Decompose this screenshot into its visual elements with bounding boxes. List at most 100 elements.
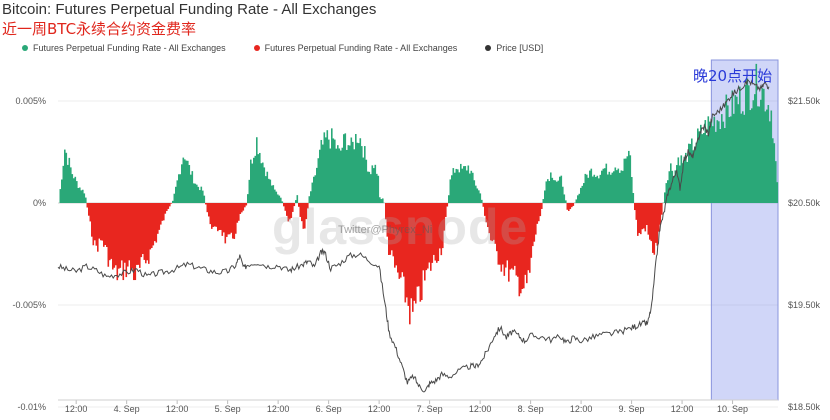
funding-bar-negative	[229, 203, 231, 235]
funding-bar-positive	[542, 199, 545, 203]
funding-bar-negative	[446, 203, 449, 207]
funding-bar-positive	[565, 200, 567, 203]
funding-bar-positive	[755, 63, 758, 203]
funding-bar-negative	[388, 203, 390, 255]
funding-bar-negative	[214, 203, 216, 227]
funding-bar-negative	[236, 203, 239, 223]
funding-bar-positive	[382, 198, 384, 203]
funding-bar-positive	[199, 190, 201, 203]
x-tick-label: 4. Sep	[114, 404, 140, 414]
funding-bar-negative	[107, 203, 110, 267]
funding-bar-positive	[176, 180, 179, 203]
funding-bar-positive	[331, 128, 333, 203]
funding-bar-negative	[659, 203, 662, 225]
funding-bar-positive	[362, 157, 365, 203]
funding-bar-negative	[505, 203, 507, 268]
funding-bar-negative	[493, 203, 495, 240]
y-left-tick-label: -0.01%	[17, 402, 46, 412]
funding-bar-negative	[112, 203, 114, 270]
funding-bar-positive	[76, 181, 78, 203]
funding-bar-negative	[154, 203, 156, 242]
x-tick-label: 12:00	[469, 404, 492, 414]
funding-bar-positive	[379, 197, 381, 203]
funding-bar-negative	[487, 203, 489, 228]
funding-bar-positive	[185, 160, 188, 203]
funding-rate-area	[59, 63, 779, 325]
funding-bar-positive	[698, 131, 701, 203]
funding-bar-positive	[346, 149, 348, 203]
funding-bar-positive	[706, 135, 708, 203]
funding-bar-positive	[257, 154, 260, 203]
funding-bar-positive	[175, 186, 177, 203]
legend-item-price[interactable]: Price [USD]	[485, 43, 543, 53]
x-tick-label: 5. Sep	[215, 404, 241, 414]
funding-bar-negative	[394, 203, 396, 268]
y-left-tick-label: 0.005%	[15, 96, 46, 106]
funding-bar-positive	[601, 170, 603, 203]
funding-bar-negative	[209, 203, 212, 225]
funding-bar-negative	[637, 203, 639, 236]
funding-bar-negative	[658, 203, 660, 232]
funding-bar-positive	[626, 156, 629, 203]
funding-bar-positive	[256, 137, 258, 203]
funding-bar-positive	[196, 184, 198, 203]
funding-bar-positive	[743, 114, 746, 203]
funding-bar-positive	[770, 110, 773, 203]
funding-bar-negative	[566, 203, 569, 210]
y-left-tick-label: 0%	[33, 198, 46, 208]
funding-bar-positive	[275, 191, 278, 203]
funding-bar-negative	[568, 203, 570, 211]
funding-bar-positive	[559, 176, 561, 203]
funding-bar-positive	[308, 196, 311, 203]
x-tick-label: 12:00	[570, 404, 593, 414]
funding-bar-negative	[511, 203, 513, 269]
price-series-line	[57, 78, 770, 393]
funding-bar-negative	[539, 203, 542, 217]
funding-bar-positive	[674, 170, 677, 203]
funding-bar-positive	[355, 134, 357, 203]
funding-bar-negative	[647, 203, 650, 235]
legend-item-negative-funding[interactable]: Futures Perpetual Funding Rate - All Exc…	[253, 43, 457, 53]
funding-bar-positive	[371, 165, 374, 203]
funding-bar-positive	[721, 114, 723, 203]
funding-bar-negative	[164, 203, 167, 214]
funding-bar-negative	[121, 203, 123, 261]
funding-bar-negative	[635, 203, 638, 220]
y-right-tick-label: $19.50k	[788, 300, 821, 310]
funding-bar-positive	[181, 164, 183, 203]
right-axis: $21.50k $20.50k $19.50k $18.50k	[788, 96, 821, 412]
funding-bar-positive	[460, 163, 462, 203]
funding-bar-positive	[77, 187, 80, 203]
funding-bar-positive	[764, 111, 767, 203]
x-tick-label: 9. Sep	[619, 404, 645, 414]
funding-bar-negative	[400, 203, 402, 278]
funding-bar-positive	[269, 179, 272, 203]
funding-bar-negative	[292, 203, 294, 212]
funding-bar-negative	[410, 203, 413, 299]
funding-bar-negative	[514, 203, 516, 266]
funding-bar-negative	[145, 203, 147, 264]
funding-bar-positive	[682, 163, 684, 203]
funding-bar-negative	[206, 203, 209, 213]
funding-bar-negative	[139, 203, 141, 268]
funding-bar-positive	[742, 111, 744, 203]
funding-bar-positive	[352, 141, 354, 203]
funding-bar-positive	[353, 149, 356, 203]
funding-bar-negative	[484, 203, 486, 216]
funding-bar-negative	[101, 203, 104, 241]
funding-bar-positive	[709, 121, 711, 203]
funding-bar-positive	[607, 174, 609, 203]
funding-bar-positive	[629, 155, 632, 203]
funding-bar-positive	[172, 200, 174, 203]
funding-bar-negative	[520, 203, 522, 294]
funding-bar-negative	[86, 203, 89, 208]
funding-bar-positive	[671, 170, 674, 203]
funding-bar-positive	[350, 137, 353, 203]
funding-bar-positive	[178, 174, 180, 203]
funding-bar-negative	[125, 203, 128, 278]
funding-bar-negative	[218, 203, 221, 230]
funding-bar-positive	[332, 138, 335, 203]
legend-item-positive-funding[interactable]: Futures Perpetual Funding Rate - All Exc…	[22, 43, 226, 53]
funding-bar-positive	[548, 181, 551, 203]
funding-bar-negative	[656, 203, 659, 246]
